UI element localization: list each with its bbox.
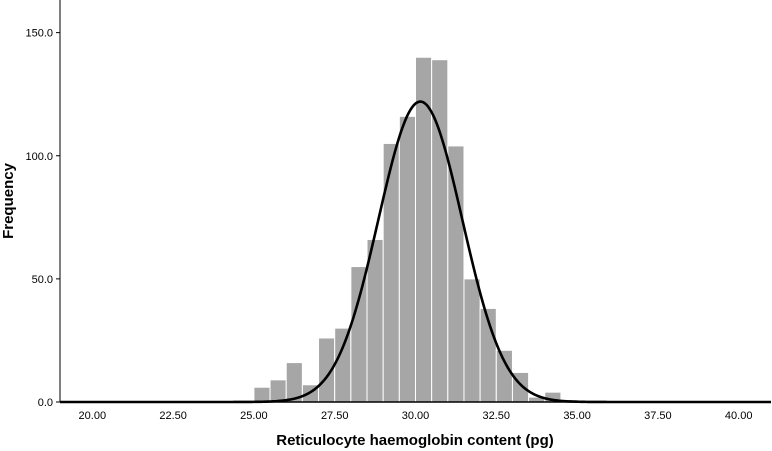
x-tick-label: 32.50 bbox=[483, 410, 511, 422]
y-tick-label: 50.0 bbox=[32, 274, 53, 286]
normal-curve bbox=[60, 100, 771, 404]
x-tick-label: 30.00 bbox=[402, 410, 430, 422]
x-tick-label: 27.50 bbox=[321, 410, 349, 422]
histogram-bar bbox=[253, 386, 271, 403]
x-axis-ticks: 20.00 22.50 25.00 27.50 30.00 32.50 35.00 37.50… bbox=[79, 410, 753, 422]
histogram-bar bbox=[431, 59, 449, 403]
histogram-bar bbox=[366, 238, 384, 403]
histogram-bar bbox=[334, 327, 352, 403]
histogram-bar bbox=[398, 115, 417, 403]
histogram-bar bbox=[269, 379, 287, 403]
y-axis-ticks: 0.0 50.0 100.0 150.0 bbox=[25, 28, 60, 409]
histogram-bar bbox=[463, 278, 481, 403]
y-axis-title: Frequency bbox=[0, 162, 17, 239]
y-tick-label: 150.0 bbox=[25, 28, 53, 40]
y-tick-label: 100.0 bbox=[25, 151, 53, 163]
x-axis-title: Reticulocyte haemoglobin content (pg) bbox=[276, 432, 554, 449]
histogram-bar bbox=[350, 266, 368, 403]
histogram-bar bbox=[382, 142, 400, 403]
x-tick-label: 20.00 bbox=[79, 410, 107, 422]
histogram-bar bbox=[495, 349, 513, 403]
x-tick-label: 35.00 bbox=[563, 410, 591, 422]
histogram-bars bbox=[253, 56, 578, 403]
x-tick-label: 37.50 bbox=[644, 410, 672, 422]
y-tick-label: 0.0 bbox=[38, 397, 53, 409]
histogram-bar bbox=[447, 145, 465, 403]
x-tick-label: 40.00 bbox=[725, 410, 753, 422]
x-tick-label: 25.00 bbox=[240, 410, 268, 422]
x-tick-label: 22.50 bbox=[159, 410, 187, 422]
